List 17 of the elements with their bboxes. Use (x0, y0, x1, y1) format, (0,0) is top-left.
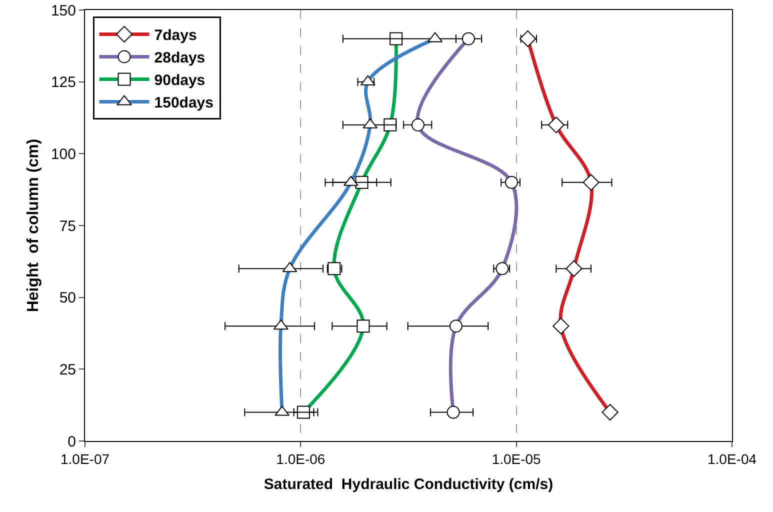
legend-label: 90days (154, 72, 206, 90)
legend-label: 28days (154, 50, 206, 67)
legend-label: 150days (154, 94, 214, 112)
y-tick-label: 125 (50, 74, 76, 92)
x-tick-label: 1.0E-07 (60, 450, 110, 467)
y-tick-label: 150 (50, 2, 76, 20)
x-axis-title: Saturated Hydraulic Conductivity (cm/s) (264, 476, 554, 493)
legend-label: 7days (154, 27, 197, 44)
x-tick-label: 1.0E-04 (707, 450, 757, 467)
y-tick-label: 50 (59, 290, 76, 307)
y-tick-label: 25 (59, 361, 76, 378)
x-tick-label: 1.0E-05 (492, 450, 542, 467)
y-axis-title: Height of column (cm) (24, 138, 42, 312)
y-tick-label: 75 (59, 218, 76, 235)
x-tick-label: 1.0E-06 (276, 450, 326, 467)
y-tick-label: 0 (68, 433, 76, 450)
y-tick-label: 100 (50, 146, 76, 163)
